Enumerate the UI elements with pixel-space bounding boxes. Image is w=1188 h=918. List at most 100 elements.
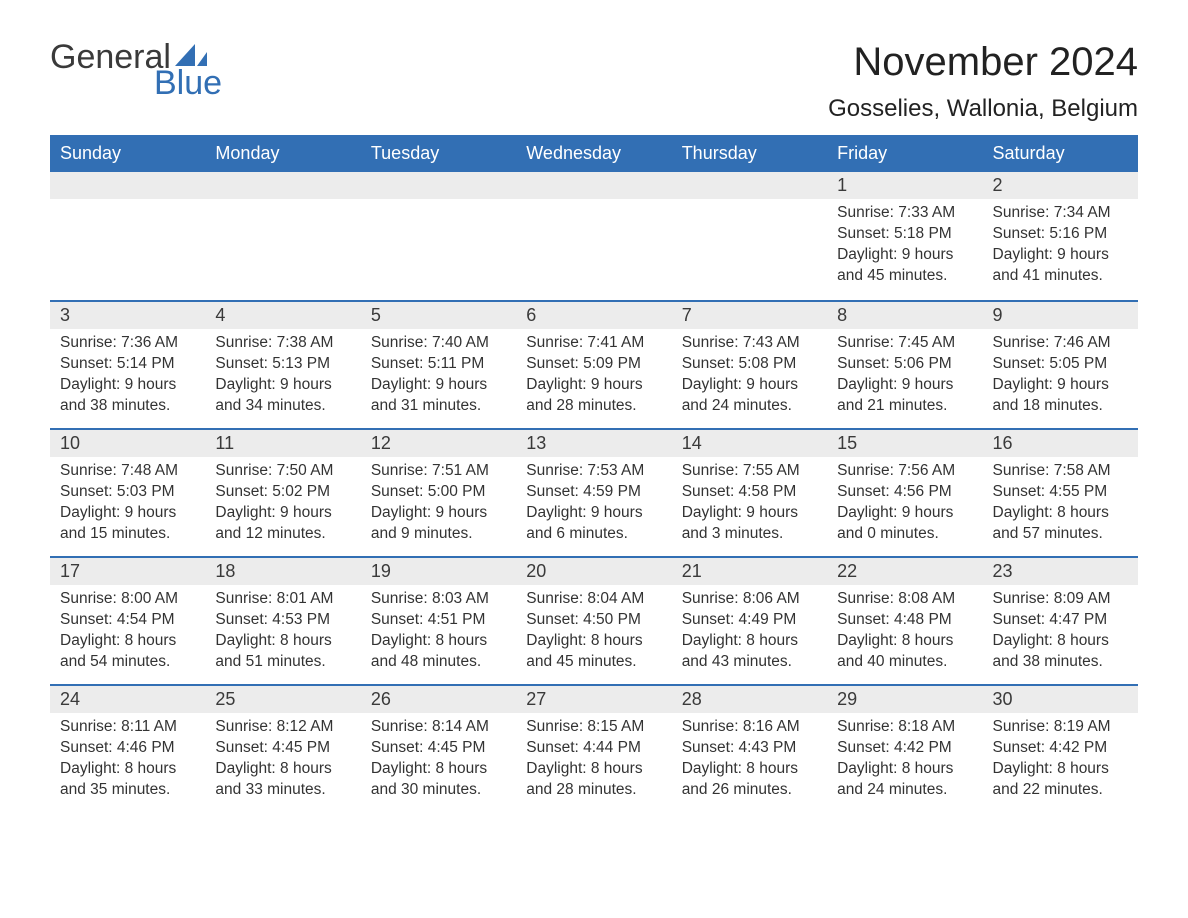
- day-number: 15: [827, 430, 982, 457]
- sunset-line: Sunset: 5:18 PM: [837, 224, 972, 245]
- day-cell: 22Sunrise: 8:08 AMSunset: 4:48 PMDayligh…: [827, 558, 982, 684]
- day-details: Sunrise: 7:34 AMSunset: 5:16 PMDaylight:…: [983, 199, 1138, 297]
- brand-logo: General Blue: [50, 40, 222, 100]
- daylight-line: Daylight: 9 hours and 12 minutes.: [215, 503, 350, 545]
- day-number: 23: [983, 558, 1138, 585]
- sunrise-line: Sunrise: 8:08 AM: [837, 589, 972, 610]
- day-cell: 30Sunrise: 8:19 AMSunset: 4:42 PMDayligh…: [983, 686, 1138, 812]
- sunset-line: Sunset: 4:54 PM: [60, 610, 195, 631]
- sunrise-line: Sunrise: 7:34 AM: [993, 203, 1128, 224]
- day-cell: 21Sunrise: 8:06 AMSunset: 4:49 PMDayligh…: [672, 558, 827, 684]
- day-cell: 19Sunrise: 8:03 AMSunset: 4:51 PMDayligh…: [361, 558, 516, 684]
- day-details: Sunrise: 8:01 AMSunset: 4:53 PMDaylight:…: [205, 585, 360, 683]
- day-details: Sunrise: 7:48 AMSunset: 5:03 PMDaylight:…: [50, 457, 205, 555]
- day-details: Sunrise: 7:58 AMSunset: 4:55 PMDaylight:…: [983, 457, 1138, 555]
- day-number: 7: [672, 302, 827, 329]
- day-number: 11: [205, 430, 360, 457]
- sunrise-line: Sunrise: 8:01 AM: [215, 589, 350, 610]
- logo-text-blue: Blue: [154, 66, 222, 100]
- day-number: 4: [205, 302, 360, 329]
- day-details: Sunrise: 8:14 AMSunset: 4:45 PMDaylight:…: [361, 713, 516, 811]
- sunset-line: Sunset: 5:13 PM: [215, 354, 350, 375]
- daylight-line: Daylight: 9 hours and 34 minutes.: [215, 375, 350, 417]
- day-details: Sunrise: 7:33 AMSunset: 5:18 PMDaylight:…: [827, 199, 982, 297]
- daylight-line: Daylight: 8 hours and 54 minutes.: [60, 631, 195, 673]
- day-number: 3: [50, 302, 205, 329]
- sunrise-line: Sunrise: 8:15 AM: [526, 717, 661, 738]
- daylight-line: Daylight: 8 hours and 57 minutes.: [993, 503, 1128, 545]
- sunrise-line: Sunrise: 7:36 AM: [60, 333, 195, 354]
- sunset-line: Sunset: 5:08 PM: [682, 354, 817, 375]
- sunset-line: Sunset: 5:06 PM: [837, 354, 972, 375]
- day-number: [361, 172, 516, 199]
- daylight-line: Daylight: 9 hours and 6 minutes.: [526, 503, 661, 545]
- day-cell: 2Sunrise: 7:34 AMSunset: 5:16 PMDaylight…: [983, 172, 1138, 300]
- empty-cell: [516, 172, 671, 300]
- day-number: 30: [983, 686, 1138, 713]
- location-subtitle: Gosselies, Wallonia, Belgium: [828, 95, 1138, 123]
- day-cell: 17Sunrise: 8:00 AMSunset: 4:54 PMDayligh…: [50, 558, 205, 684]
- daylight-line: Daylight: 9 hours and 9 minutes.: [371, 503, 506, 545]
- day-cell: 8Sunrise: 7:45 AMSunset: 5:06 PMDaylight…: [827, 302, 982, 428]
- day-details: Sunrise: 8:15 AMSunset: 4:44 PMDaylight:…: [516, 713, 671, 811]
- day-details: [361, 199, 516, 213]
- week-row: 1Sunrise: 7:33 AMSunset: 5:18 PMDaylight…: [50, 172, 1138, 300]
- sunset-line: Sunset: 5:05 PM: [993, 354, 1128, 375]
- day-cell: 23Sunrise: 8:09 AMSunset: 4:47 PMDayligh…: [983, 558, 1138, 684]
- sunset-line: Sunset: 4:42 PM: [993, 738, 1128, 759]
- month-title: November 2024: [828, 40, 1138, 85]
- sunrise-line: Sunrise: 7:46 AM: [993, 333, 1128, 354]
- sunrise-line: Sunrise: 7:58 AM: [993, 461, 1128, 482]
- day-cell: 20Sunrise: 8:04 AMSunset: 4:50 PMDayligh…: [516, 558, 671, 684]
- sunset-line: Sunset: 4:42 PM: [837, 738, 972, 759]
- day-cell: 6Sunrise: 7:41 AMSunset: 5:09 PMDaylight…: [516, 302, 671, 428]
- day-number: [516, 172, 671, 199]
- day-cell: 25Sunrise: 8:12 AMSunset: 4:45 PMDayligh…: [205, 686, 360, 812]
- day-details: Sunrise: 8:11 AMSunset: 4:46 PMDaylight:…: [50, 713, 205, 811]
- day-details: Sunrise: 8:16 AMSunset: 4:43 PMDaylight:…: [672, 713, 827, 811]
- sunset-line: Sunset: 4:55 PM: [993, 482, 1128, 503]
- day-details: Sunrise: 7:50 AMSunset: 5:02 PMDaylight:…: [205, 457, 360, 555]
- day-details: Sunrise: 8:18 AMSunset: 4:42 PMDaylight:…: [827, 713, 982, 811]
- day-number: 14: [672, 430, 827, 457]
- day-details: Sunrise: 7:38 AMSunset: 5:13 PMDaylight:…: [205, 329, 360, 427]
- day-number: 8: [827, 302, 982, 329]
- sunrise-line: Sunrise: 8:12 AM: [215, 717, 350, 738]
- daylight-line: Daylight: 9 hours and 38 minutes.: [60, 375, 195, 417]
- day-cell: 13Sunrise: 7:53 AMSunset: 4:59 PMDayligh…: [516, 430, 671, 556]
- day-number: 9: [983, 302, 1138, 329]
- weekday-header-cell: Friday: [827, 135, 982, 172]
- daylight-line: Daylight: 9 hours and 24 minutes.: [682, 375, 817, 417]
- daylight-line: Daylight: 8 hours and 51 minutes.: [215, 631, 350, 673]
- day-details: Sunrise: 8:12 AMSunset: 4:45 PMDaylight:…: [205, 713, 360, 811]
- sunset-line: Sunset: 4:58 PM: [682, 482, 817, 503]
- week-row: 17Sunrise: 8:00 AMSunset: 4:54 PMDayligh…: [50, 556, 1138, 684]
- day-cell: 10Sunrise: 7:48 AMSunset: 5:03 PMDayligh…: [50, 430, 205, 556]
- weekday-header-cell: Saturday: [983, 135, 1138, 172]
- day-number: 27: [516, 686, 671, 713]
- day-details: Sunrise: 7:53 AMSunset: 4:59 PMDaylight:…: [516, 457, 671, 555]
- sunset-line: Sunset: 5:03 PM: [60, 482, 195, 503]
- empty-cell: [205, 172, 360, 300]
- empty-cell: [361, 172, 516, 300]
- day-number: 17: [50, 558, 205, 585]
- day-details: Sunrise: 7:45 AMSunset: 5:06 PMDaylight:…: [827, 329, 982, 427]
- day-details: Sunrise: 8:03 AMSunset: 4:51 PMDaylight:…: [361, 585, 516, 683]
- daylight-line: Daylight: 9 hours and 0 minutes.: [837, 503, 972, 545]
- day-details: Sunrise: 7:55 AMSunset: 4:58 PMDaylight:…: [672, 457, 827, 555]
- sunset-line: Sunset: 4:45 PM: [215, 738, 350, 759]
- daylight-line: Daylight: 8 hours and 24 minutes.: [837, 759, 972, 801]
- sunset-line: Sunset: 4:49 PM: [682, 610, 817, 631]
- day-details: Sunrise: 7:40 AMSunset: 5:11 PMDaylight:…: [361, 329, 516, 427]
- page-header: General Blue November 2024 Gosselies, Wa…: [50, 40, 1138, 123]
- day-number: 16: [983, 430, 1138, 457]
- sunrise-line: Sunrise: 7:55 AM: [682, 461, 817, 482]
- day-number: [50, 172, 205, 199]
- sunset-line: Sunset: 5:09 PM: [526, 354, 661, 375]
- sunset-line: Sunset: 4:48 PM: [837, 610, 972, 631]
- day-cell: 4Sunrise: 7:38 AMSunset: 5:13 PMDaylight…: [205, 302, 360, 428]
- day-number: 6: [516, 302, 671, 329]
- sunset-line: Sunset: 5:02 PM: [215, 482, 350, 503]
- day-number: 18: [205, 558, 360, 585]
- day-details: Sunrise: 7:36 AMSunset: 5:14 PMDaylight:…: [50, 329, 205, 427]
